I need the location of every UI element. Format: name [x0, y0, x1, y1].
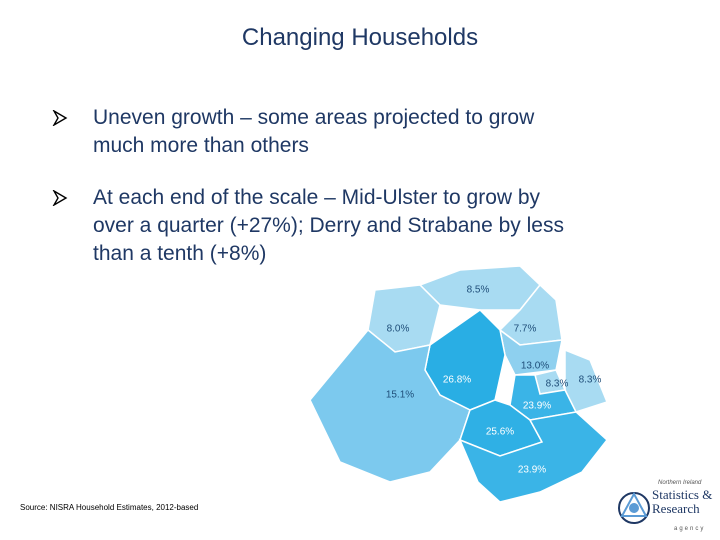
region — [367, 284, 441, 353]
bullet-arrow — [52, 110, 68, 126]
bullet: Uneven growth – some areas projected to … — [52, 104, 692, 160]
logo-text: Statistics & Research — [652, 488, 712, 516]
region-label: 8.3% — [579, 375, 602, 386]
region — [309, 328, 471, 483]
region-label: 13.0% — [521, 361, 549, 372]
bullet-text: Uneven growth – some areas projected to … — [93, 104, 692, 160]
region-label: 7.7% — [514, 324, 537, 335]
bullet: At each end of the scale – Mid-Ulster to… — [52, 184, 692, 268]
region-label: 8.3% — [546, 379, 569, 390]
regions — [309, 265, 609, 503]
logo-line: Research — [652, 501, 700, 516]
bullet-line: Uneven growth – some areas projected to … — [93, 106, 535, 129]
region-label: 23.9% — [518, 465, 546, 476]
bullet-arrow — [52, 190, 68, 206]
region-label: 8.0% — [387, 324, 410, 335]
source-note: Source: NISRA Household Estimates, 2012-… — [20, 503, 199, 512]
region — [509, 374, 578, 421]
bullet-text: At each end of the scale – Mid-Ulster to… — [93, 184, 692, 268]
region-label: 23.9% — [523, 401, 551, 412]
logo-text: Northern Ireland — [658, 480, 702, 486]
logo-icon — [618, 491, 650, 524]
region — [458, 411, 609, 503]
slide-title: Changing Households — [241, 24, 479, 51]
region-label: 15.1% — [386, 390, 414, 401]
region — [564, 348, 608, 413]
region-label: 26.8% — [443, 375, 471, 386]
bullet-line: over a quarter (+27%); Derry and Straban… — [93, 214, 564, 237]
logo-line: Statistics & — [652, 487, 713, 502]
bullet-line: than a tenth (+8%) — [93, 242, 267, 265]
region — [534, 369, 567, 395]
bullet-line: much more than others — [93, 134, 309, 157]
region — [424, 309, 506, 411]
bullet-line: At each end of the scale – Mid-Ulster to… — [93, 186, 541, 209]
logo-text: agency — [674, 526, 706, 532]
region — [459, 399, 544, 457]
region-label: 25.6% — [486, 427, 514, 438]
region — [498, 328, 563, 376]
region-label: 8.5% — [467, 285, 490, 296]
logo: Northern Ireland Statistics & Research a… — [616, 480, 720, 540]
region — [498, 283, 563, 346]
region — [418, 265, 542, 311]
